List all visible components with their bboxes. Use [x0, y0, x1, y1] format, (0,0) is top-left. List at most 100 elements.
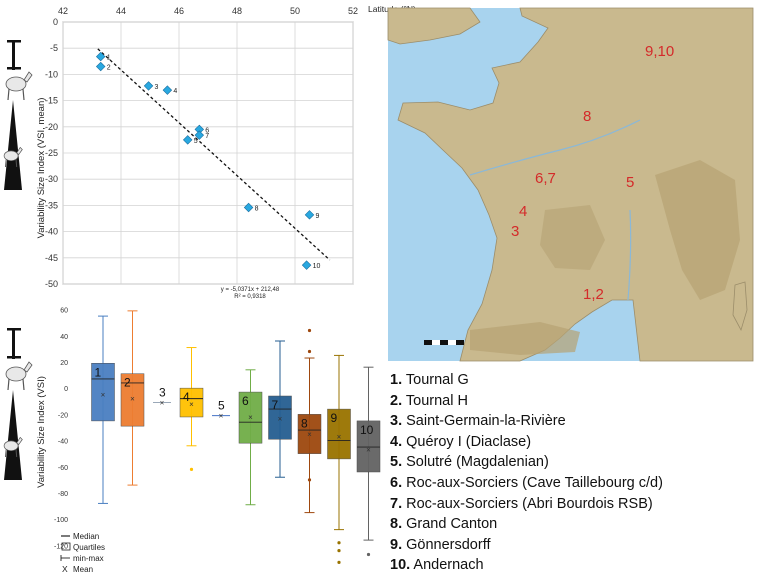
box-label: 6 [242, 394, 249, 408]
site-item: 8. Grand Canton [390, 514, 663, 535]
scatter-x-tick-label: 52 [348, 6, 358, 16]
scatter-point [143, 81, 154, 91]
large-horse-icon [5, 71, 33, 101]
box-outlier [189, 467, 194, 471]
site-number: 2. [390, 392, 403, 409]
site-name: Tournal G [405, 372, 469, 388]
box-y-tick-label: -20 [58, 412, 68, 419]
box-iqr [179, 387, 204, 418]
scatter-y-tick-label: -5 [50, 43, 58, 53]
map-land-uk [387, 7, 481, 45]
scatter-x-tick-label: 50 [290, 6, 300, 16]
box-iqr [238, 391, 263, 444]
scatter-y-tick-label: -40 [45, 227, 58, 237]
map-scale-bar [424, 340, 464, 345]
box-mean-marker: × [189, 400, 194, 409]
box-y-tick-label: 0 [64, 386, 68, 393]
legend-quartiles-swatch [61, 542, 71, 551]
legend-mean-label: Mean [73, 565, 93, 574]
map-label-8: 8 [583, 108, 591, 125]
map-corsica [732, 281, 748, 332]
site-name: Saint-Germain-la-Rivière [406, 413, 566, 430]
legend-mean-symbol: X [62, 564, 68, 574]
box-label: 7 [272, 398, 279, 412]
site-item: 2. Tournal H [390, 391, 663, 412]
site-item: 1. Tournal G [390, 370, 663, 391]
scatter-y-tick-label: -50 [45, 279, 58, 289]
site-item: 4. Quéroy I (Diaclase) [390, 432, 663, 453]
map-highlands-pyrenees [470, 322, 580, 355]
site-number: 7. [390, 495, 403, 512]
box-outlier [337, 560, 341, 564]
site-name: Tournal H [405, 392, 468, 409]
scatter-y-tick-label: -35 [45, 200, 58, 210]
box-y-tick-label: 20 [60, 360, 68, 367]
box-group: × 10 [356, 366, 381, 557]
box-label: 2 [124, 376, 131, 390]
box-outlier [337, 541, 341, 545]
site-name: Roc-aux-Sorciers (Abri Bourdois RSB) [406, 495, 653, 512]
box-y-tick-label: -40 [58, 439, 68, 446]
box-mean-marker: × [307, 430, 312, 439]
site-name: Quéroy I (Diaclase) [406, 433, 532, 450]
scatter-x-tick-label: 44 [116, 6, 126, 16]
box-group: ×7 [268, 340, 292, 478]
box-group: ×8 [297, 328, 322, 514]
scatter-point [301, 260, 312, 270]
map-label-6-7: 6,7 [535, 170, 556, 187]
map-label-9-10: 9,10 [645, 43, 674, 60]
trend-r2: R² = 0,9318 [234, 294, 266, 300]
scatter-gridlines [62, 21, 354, 285]
box-label: 9 [331, 411, 338, 425]
box-outlier [307, 478, 312, 482]
map-label-3: 3 [511, 223, 519, 240]
scatter-x-tick-label: 46 [174, 6, 184, 16]
box-iqr [91, 363, 115, 422]
site-number: 1. [390, 372, 403, 388]
scatter-y-tick-label: -20 [45, 122, 58, 132]
scatter-x-tick-label: 42 [58, 6, 68, 16]
box-legend: Median Quartiles min-max X Mean [60, 532, 105, 574]
scatter-point [182, 135, 193, 145]
site-name: Andernach [413, 557, 484, 574]
box-group: ×6 [238, 369, 263, 506]
site-number: 10. [390, 557, 411, 574]
site-item: 5. Solutré (Magdalenian) [390, 452, 663, 473]
site-number: 5. [390, 454, 403, 471]
box-iqr [120, 373, 145, 427]
scatter-point [162, 85, 173, 95]
scatter-y-tick-label: -15 [45, 96, 58, 106]
map-labels: 9,10 8 6,7 5 4 3 1,2 [511, 43, 674, 303]
map-of-france: 9,10 8 6,7 5 4 3 1,2 [387, 7, 754, 362]
scatter-point [243, 202, 254, 213]
scatter-point-label: 2 [107, 65, 111, 72]
site-item: 9. Gönnersdorff [390, 535, 663, 556]
site-number: 6. [390, 474, 403, 491]
legend-minmax-label: min-max [73, 554, 104, 563]
trendline [97, 48, 331, 261]
site-name: Solutré (Magdalenian) [406, 454, 549, 471]
box-mean-marker: × [130, 395, 135, 404]
box-mean-marker: × [101, 391, 106, 400]
site-list: 1. Tournal G 2. Tournal H 3. Saint-Germa… [390, 370, 663, 576]
box-y-axis-label: Variability Size Index (VSI) [36, 376, 47, 488]
map-label-4: 4 [519, 203, 527, 220]
map-label-1-2: 1,2 [583, 286, 604, 303]
scatter-point-label: 7 [205, 133, 209, 140]
box-mean-marker: × [248, 413, 253, 422]
box-y-tick-label: -100 [54, 517, 68, 524]
site-name: Grand Canton [406, 516, 498, 533]
box-group: ×4 [179, 347, 204, 471]
box-iqr [268, 395, 292, 440]
box-outlier [307, 349, 312, 354]
scatter-point-label: 10 [313, 263, 321, 270]
box-label: 8 [301, 416, 308, 430]
box-y-tick-label: 60 [60, 308, 68, 315]
scatter-point-label: 6 [205, 127, 209, 134]
scatter-x-ticks: 42 44 46 48 50 52 [58, 6, 358, 16]
site-name: Gönnersdorff [406, 536, 491, 553]
site-number: 9. [390, 536, 403, 553]
box-iqr [327, 408, 351, 460]
box-mean-marker: × [366, 446, 371, 455]
